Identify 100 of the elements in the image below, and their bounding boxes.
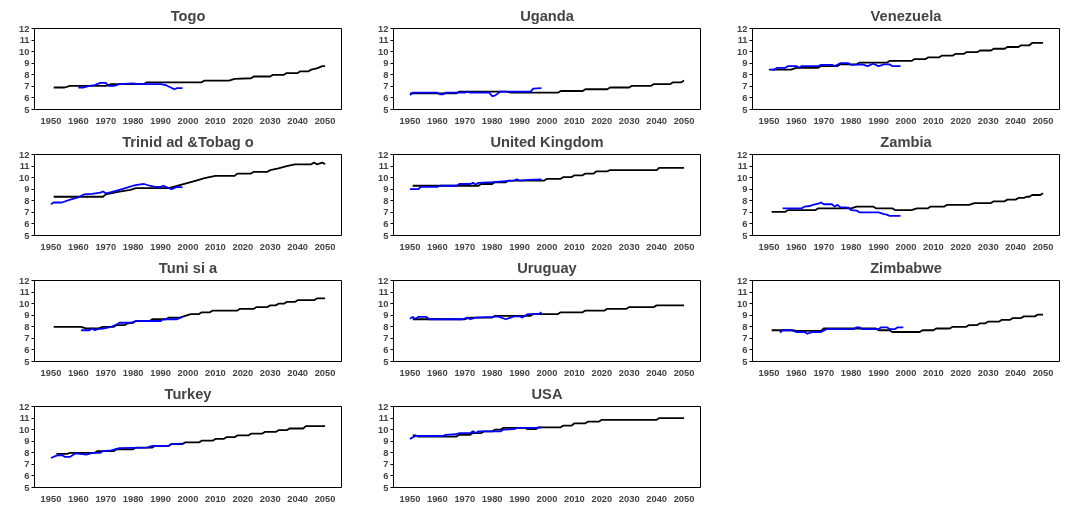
x-tick-label: 2000 [536,241,558,252]
x-tick-label: 2030 [618,241,640,252]
x-tick-label: 1990 [509,115,530,126]
x-tick-label: 2030 [618,115,640,126]
x-tick-label: 2010 [205,367,226,378]
x-tick-label: 1950 [40,115,62,126]
x-tick-label: 2030 [977,115,999,126]
x-tick-label: 2040 [1005,241,1027,252]
x-tick-label: 2020 [591,241,613,252]
x-tick-label: 1980 [840,241,862,252]
x-tick-label: 2000 [536,493,558,504]
y-tick-label: 11 [19,35,30,46]
y-tick-label: 11 [378,413,389,424]
x-tick-label: 2030 [259,115,281,126]
x-tick-label: 2000 [177,493,199,504]
y-tick-label: 6 [24,344,30,355]
chart-title: Trinid ad &Tobag o [122,133,254,150]
y-tick-label: 11 [19,161,30,172]
x-tick-label: 1960 [67,493,89,504]
y-tick-label: 12 [378,275,389,286]
x-tick-label: 2010 [205,115,226,126]
y-tick-label: 9 [24,184,30,195]
y-tick-label: 8 [383,69,389,80]
x-tick-label: 2000 [895,367,917,378]
y-tick-label: 7 [742,333,748,344]
x-tick-label: 1950 [399,241,421,252]
y-tick-label: 8 [24,195,30,206]
x-tick-label: 2050 [1032,115,1054,126]
y-tick-label: 8 [383,195,389,206]
x-tick-label: 2010 [564,493,585,504]
x-tick-label: 2000 [895,241,917,252]
chart-title: USA [531,385,563,402]
y-tick-label: 7 [24,333,30,344]
y-tick-label: 10 [19,46,30,57]
x-tick-label: 1990 [509,241,530,252]
x-tick-label: 2050 [673,241,695,252]
x-tick-label: 2050 [314,115,336,126]
x-tick-label: 1950 [40,367,62,378]
x-tick-label: 1960 [67,115,89,126]
y-tick-label: 10 [737,172,748,183]
x-tick-label: 1960 [67,367,89,378]
chart-title: Uganda [520,7,575,24]
y-tick-label: 11 [737,161,748,172]
y-tick-label: 12 [737,275,748,286]
y-tick-label: 6 [742,218,748,229]
x-tick-label: 2050 [673,115,695,126]
x-tick-label: 1950 [399,115,421,126]
y-tick-label: 5 [24,104,30,115]
y-tick-label: 6 [742,344,748,355]
x-tick-label: 2000 [177,241,199,252]
y-tick-label: 5 [383,230,389,241]
y-tick-label: 5 [742,230,748,241]
y-tick-label: 12 [19,275,30,286]
y-tick-label: 8 [24,69,30,80]
y-tick-label: 9 [383,184,389,195]
x-tick-label: 1980 [481,367,503,378]
x-tick-label: 2020 [950,241,972,252]
chart-title: United Kingdom [490,133,604,150]
y-tick-label: 10 [378,46,389,57]
x-tick-label: 2030 [259,493,281,504]
y-tick-label: 8 [742,69,748,80]
chart-title: Uruguay [517,259,578,276]
x-tick-label: 2000 [177,115,199,126]
x-tick-label: 2030 [618,493,640,504]
y-tick-label: 11 [378,35,389,46]
y-tick-label: 10 [19,172,30,183]
y-tick-label: 7 [742,207,748,218]
x-tick-label: 1990 [150,493,171,504]
x-tick-label: 2020 [232,241,254,252]
x-tick-label: 1950 [40,493,62,504]
x-tick-label: 2020 [232,493,254,504]
x-tick-label: 1980 [840,367,862,378]
x-tick-label: 2040 [1005,367,1027,378]
x-tick-label: 2030 [259,367,281,378]
y-tick-label: 12 [19,401,30,412]
x-tick-label: 1970 [95,115,117,126]
x-tick-label: 1960 [426,367,448,378]
x-tick-label: 1980 [840,115,862,126]
x-tick-label: 1970 [813,367,835,378]
y-tick-label: 5 [24,356,30,367]
chart-title: Zambia [880,133,933,150]
x-tick-label: 2000 [536,115,558,126]
x-tick-label: 1980 [481,241,503,252]
y-tick-label: 9 [383,310,389,321]
x-tick-label: 2030 [618,367,640,378]
chart-title: Zimbabwe [870,259,942,276]
y-tick-label: 6 [24,470,30,481]
y-tick-label: 9 [24,58,30,69]
x-tick-label: 1950 [758,241,780,252]
x-tick-label: 1980 [481,115,503,126]
x-tick-label: 2010 [564,367,585,378]
x-tick-label: 2010 [923,241,944,252]
y-tick-label: 6 [24,218,30,229]
x-tick-label: 2050 [1032,367,1054,378]
x-tick-label: 2010 [205,241,226,252]
y-tick-label: 5 [383,356,389,367]
x-tick-label: 1970 [454,115,476,126]
y-tick-label: 8 [24,321,30,332]
y-tick-label: 11 [378,287,389,298]
y-tick-label: 7 [383,459,389,470]
